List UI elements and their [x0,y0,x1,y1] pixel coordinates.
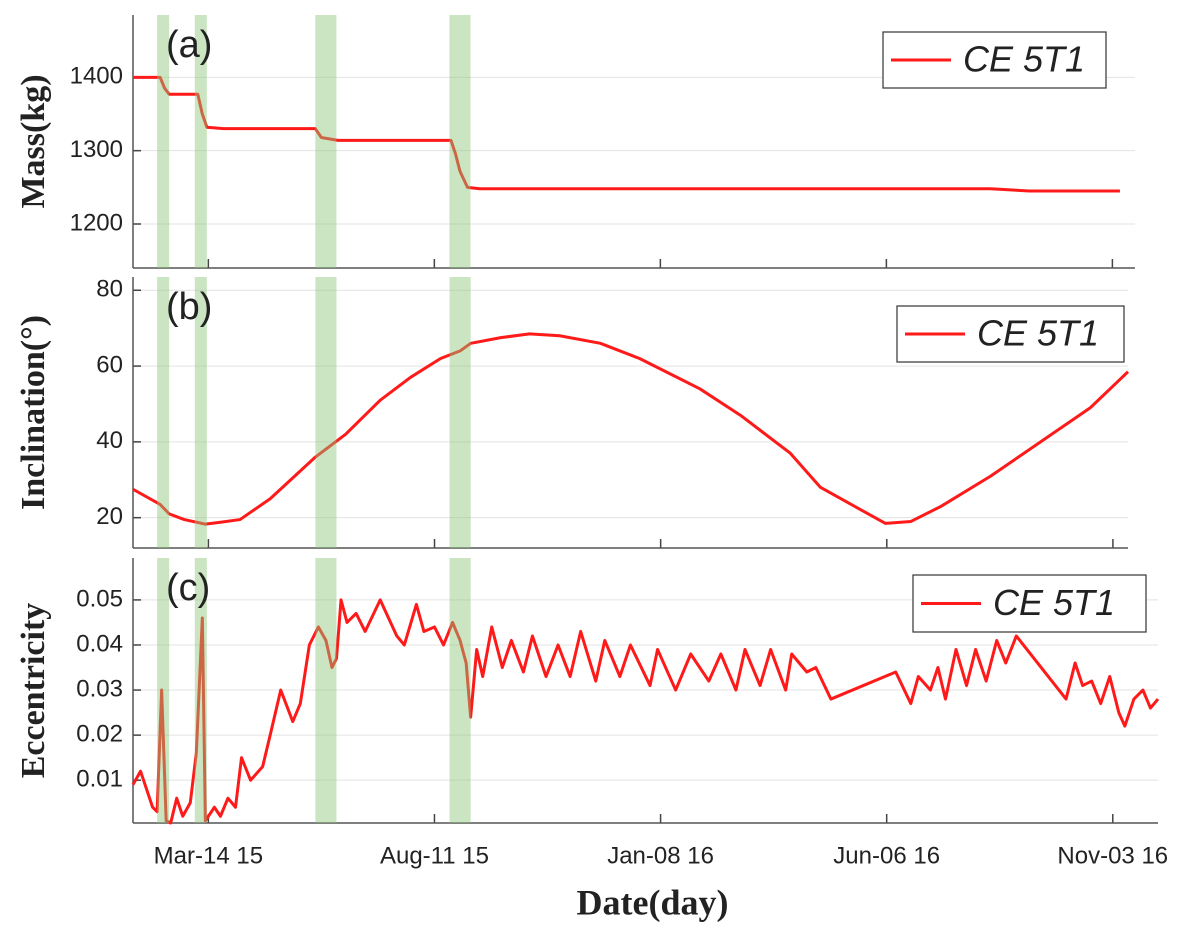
legend: CE 5T1 [896,305,1125,363]
data-line [133,75,1120,193]
legend-box [896,305,1125,363]
data-line [132,332,1130,526]
y-tick-label: 60 [96,351,123,378]
y-tick-label: 0.03 [76,675,123,702]
x-tick-label: Nov-03 16 [1057,842,1168,869]
highlight-band [194,558,207,823]
legend: CE 5T1 [882,31,1107,89]
highlight-band [449,277,471,548]
panel-label: (b) [166,286,212,328]
highlight-band [157,558,170,823]
y-axis-label: Mass(kg) [15,74,52,208]
panel-label: (a) [166,24,212,66]
legend: CE 5T1 [912,574,1147,633]
x-tick-label: Jan-08 16 [607,842,714,869]
highlight-band [449,558,471,823]
legend-label: CE 5T1 [977,313,1099,354]
y-tick-label: 0.02 [76,720,123,747]
y-tick-label: 1200 [70,209,123,236]
legend-label: CE 5T1 [963,39,1085,80]
y-tick-label: 80 [96,276,123,303]
y-tick-label: 1400 [70,63,123,90]
highlight-band [157,15,170,268]
data-line [131,598,1160,825]
y-tick-label: 40 [96,427,123,454]
y-tick-label: 20 [96,503,123,530]
highlight-band [449,15,471,268]
highlight-band [315,15,337,268]
legend-label: CE 5T1 [993,582,1115,623]
highlight-band [157,277,170,548]
x-tick-label: Aug-11 15 [380,842,489,869]
y-tick-label: 0.04 [76,630,123,657]
highlight-band [194,15,207,268]
y-tick-label: 1300 [70,136,123,163]
y-axis-label: Eccentricity [15,603,52,779]
panel-label: (c) [166,567,210,609]
highlight-band [315,277,337,548]
y-tick-label: 0.01 [76,766,123,793]
highlight-band [315,558,337,823]
x-axis-label: Date(day) [577,882,729,922]
highlight-band [194,277,207,548]
y-axis-label: Inclination(°) [15,315,52,510]
x-tick-label: Mar-14 15 [154,842,263,869]
y-tick-label: 0.05 [76,585,123,612]
x-tick-label: Jun-06 16 [833,842,940,869]
